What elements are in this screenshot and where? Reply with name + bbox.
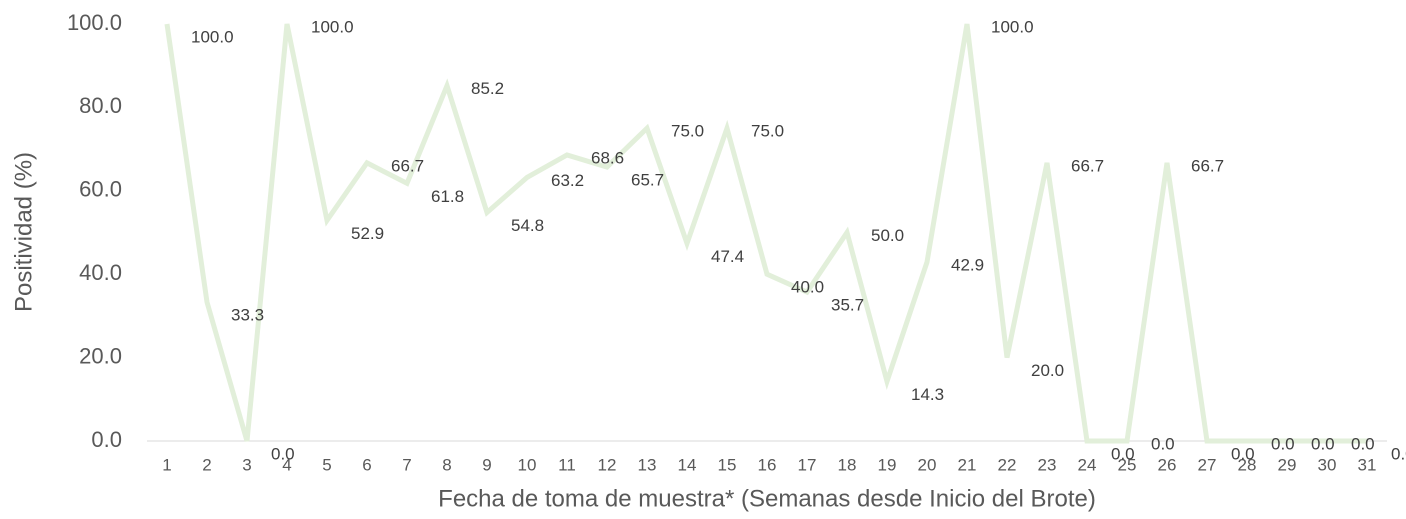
value-label: 0.0 [271, 444, 295, 463]
y-tick-label: 60.0 [79, 177, 122, 202]
value-label: 68.6 [591, 148, 624, 167]
y-axis-title: Positividad (%) [10, 152, 37, 312]
value-label: 0.0 [1351, 434, 1375, 453]
x-tick-label: 29 [1278, 455, 1297, 474]
x-tick-label: 16 [758, 455, 777, 474]
y-tick-label: 0.0 [91, 427, 122, 452]
x-tick-label: 28 [1238, 455, 1257, 474]
value-label: 42.9 [951, 256, 984, 275]
value-label: 75.0 [751, 122, 784, 141]
value-label: 75.0 [671, 122, 704, 141]
x-tick-label: 26 [1158, 455, 1177, 474]
value-label: 50.0 [871, 226, 904, 245]
x-tick-label: 7 [402, 455, 411, 474]
x-tick-label: 8 [442, 455, 451, 474]
value-label: 0.0 [1311, 434, 1335, 453]
x-tick-label: 12 [598, 455, 617, 474]
x-tick-label: 15 [718, 455, 737, 474]
value-label: 14.3 [911, 385, 944, 404]
y-tick-label: 20.0 [79, 343, 122, 368]
x-tick-label: 11 [558, 455, 576, 474]
value-label: 52.9 [351, 224, 384, 243]
value-label: 61.8 [431, 187, 464, 206]
value-label: 47.4 [711, 247, 744, 266]
x-tick-label: 3 [242, 455, 251, 474]
x-tick-label: 9 [482, 455, 491, 474]
y-tick-label: 40.0 [79, 260, 122, 285]
x-tick-label: 18 [838, 455, 857, 474]
x-tick-label: 1 [162, 455, 171, 474]
x-tick-label: 17 [798, 455, 817, 474]
value-label: 66.7 [1071, 156, 1104, 175]
x-tick-label: 13 [638, 455, 657, 474]
value-label: 20.0 [1031, 361, 1064, 380]
x-tick-label: 4 [282, 455, 291, 474]
x-tick-label: 19 [878, 455, 897, 474]
y-tick-label: 100.0 [67, 10, 122, 35]
x-tick-label: 20 [918, 455, 937, 474]
value-label: 100.0 [991, 17, 1034, 36]
y-tick-label: 80.0 [79, 93, 122, 118]
value-label: 0.0 [1151, 434, 1175, 453]
x-tick-label: 10 [518, 455, 537, 474]
data-line [164, 23, 1367, 444]
value-label: 40.0 [791, 278, 824, 297]
x-tick-label: 5 [322, 455, 331, 474]
value-label: 0.0 [1391, 444, 1406, 463]
x-tick-label: 24 [1078, 455, 1097, 474]
x-tick-label: 14 [678, 455, 697, 474]
value-label: 85.2 [471, 79, 504, 98]
value-label: 100.0 [311, 17, 354, 36]
x-tick-label: 2 [202, 455, 211, 474]
value-label: 0.0 [1111, 444, 1135, 463]
value-label: 66.7 [391, 156, 424, 175]
value-label: 0.0 [1271, 434, 1295, 453]
value-label: 100.0 [191, 27, 234, 46]
x-tick-label: 6 [362, 455, 371, 474]
value-label: 65.7 [631, 171, 664, 190]
x-tick-label: 21 [958, 455, 977, 474]
value-label: 33.3 [231, 306, 264, 325]
value-label: 54.8 [511, 216, 544, 235]
value-label: 66.7 [1191, 156, 1224, 175]
x-tick-label: 22 [998, 455, 1017, 474]
x-tick-label: 31 [1358, 455, 1377, 474]
value-label: 35.7 [831, 296, 864, 315]
x-tick-label: 30 [1318, 455, 1337, 474]
x-tick-label: 23 [1038, 455, 1057, 474]
value-label: 0.0 [1231, 444, 1255, 463]
x-axis-title: Fecha de toma de muestra* (Semanas desde… [438, 485, 1096, 512]
x-tick-label: 25 [1118, 455, 1137, 474]
value-label: 63.2 [551, 171, 584, 190]
x-tick-label: 27 [1198, 455, 1217, 474]
